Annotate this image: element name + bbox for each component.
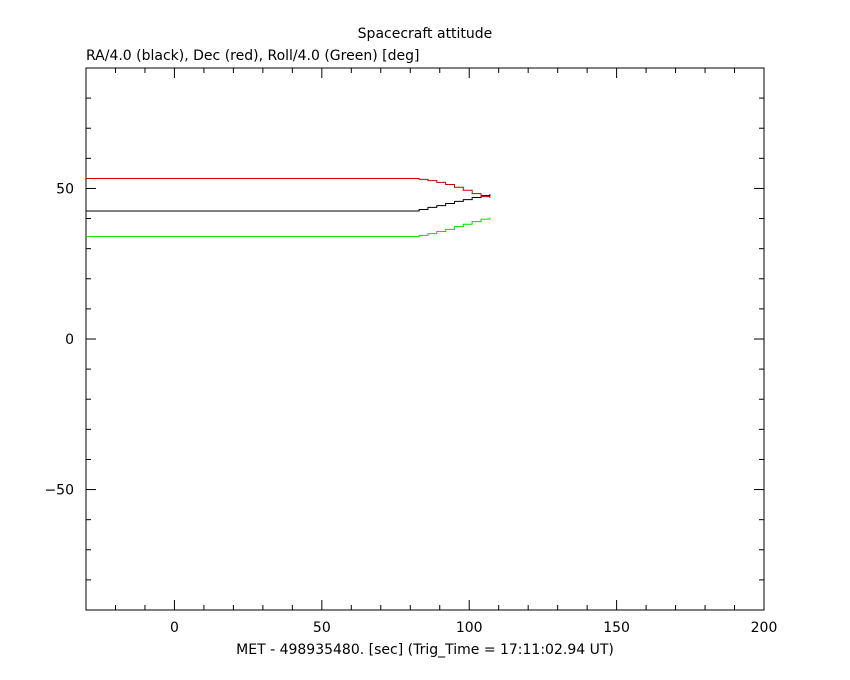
x-axis-label: MET - 498935480. [sec] (Trig_Time = 17:1… <box>236 642 614 658</box>
chart-title: Spacecraft attitude <box>358 26 493 42</box>
x-tick-label: 0 <box>170 620 179 636</box>
y-axis-label: RA/4.0 (black), Dec (red), Roll/4.0 (Gre… <box>86 48 419 64</box>
x-tick-label: 100 <box>456 620 483 636</box>
y-tick-label: −50 <box>44 483 74 499</box>
y-tick-label: 0 <box>65 332 74 348</box>
series-line-1 <box>86 178 491 199</box>
series-line-0 <box>86 194 491 212</box>
series-layer <box>86 178 491 238</box>
plot-frame <box>85 67 765 611</box>
axis-tick-labels: 0 50 100 150 200 −50 0 50 <box>44 181 777 636</box>
axis-ticks <box>86 68 765 610</box>
series-line-2 <box>86 217 491 238</box>
y-tick-label: 50 <box>56 181 74 197</box>
x-tick-label: 200 <box>751 620 778 636</box>
x-tick-label: 150 <box>603 620 630 636</box>
x-tick-label: 50 <box>313 620 331 636</box>
